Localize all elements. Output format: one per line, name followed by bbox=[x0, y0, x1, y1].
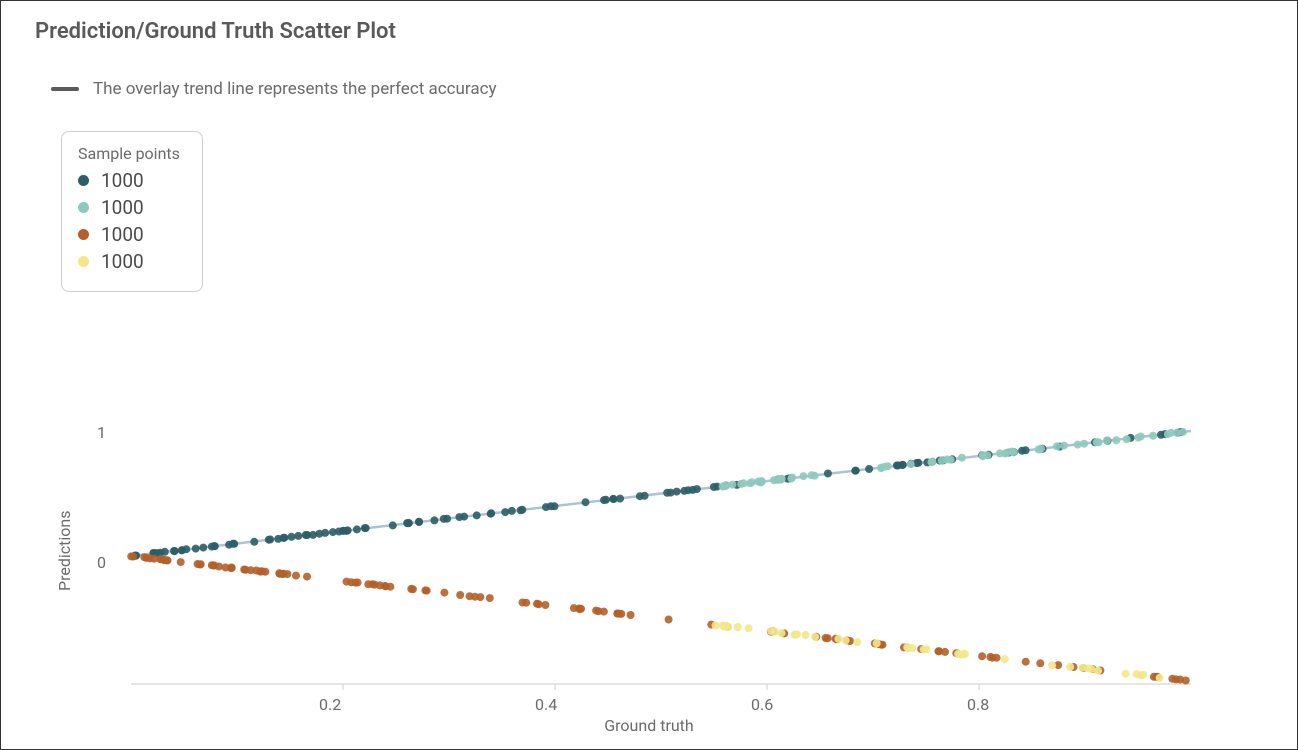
y-tick-label: 1 bbox=[97, 423, 106, 442]
legend-dot-icon bbox=[78, 256, 89, 267]
trend-line-icon bbox=[51, 87, 79, 91]
legend-dot-icon bbox=[78, 202, 89, 213]
x-tick-label: 0.6 bbox=[751, 695, 773, 714]
legend-item-label: 1000 bbox=[101, 169, 144, 192]
legend-title: Sample points bbox=[78, 144, 180, 163]
chart-card: Prediction/Ground Truth Scatter Plot The… bbox=[0, 0, 1298, 750]
legend-item: 1000 bbox=[78, 196, 180, 219]
subtitle-row: The overlay trend line represents the pe… bbox=[51, 79, 497, 99]
legend-item: 1000 bbox=[78, 250, 180, 273]
y-axis-label: Predictions bbox=[55, 511, 74, 591]
x-tick-label: 0.8 bbox=[967, 695, 989, 714]
legend-item: 1000 bbox=[78, 223, 180, 246]
legend-item-label: 1000 bbox=[101, 196, 144, 219]
x-tick-label: 0.4 bbox=[535, 695, 557, 714]
legend-item-label: 1000 bbox=[101, 250, 144, 273]
scatter-chart bbox=[121, 411, 1201, 691]
x-tick-label: 0.2 bbox=[319, 695, 341, 714]
chart-title: Prediction/Ground Truth Scatter Plot bbox=[35, 19, 396, 44]
x-axis-label: Ground truth bbox=[1, 716, 1297, 735]
legend-dot-icon bbox=[78, 175, 89, 186]
y-tick-label: 0 bbox=[97, 553, 106, 572]
legend-dot-icon bbox=[78, 229, 89, 240]
legend-item-label: 1000 bbox=[101, 223, 144, 246]
legend-box: Sample points 1000 1000 1000 1000 bbox=[61, 131, 203, 292]
subtitle-text: The overlay trend line represents the pe… bbox=[93, 79, 497, 99]
legend-item: 1000 bbox=[78, 169, 180, 192]
